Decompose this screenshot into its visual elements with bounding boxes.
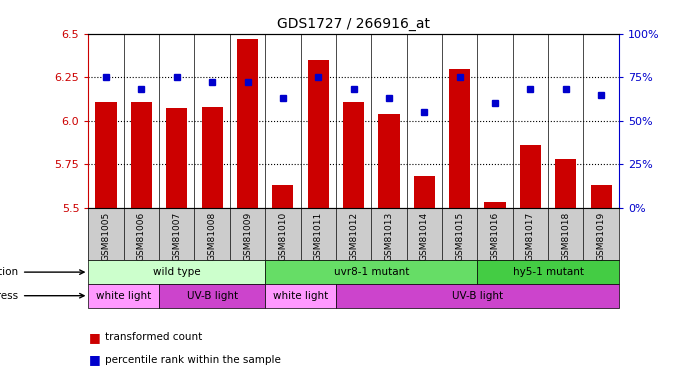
Text: GSM81013: GSM81013 xyxy=(384,212,394,261)
Text: GSM81007: GSM81007 xyxy=(172,212,182,261)
Text: wild type: wild type xyxy=(153,267,201,277)
Text: genotype/variation: genotype/variation xyxy=(0,267,84,277)
Bar xyxy=(378,114,400,207)
Bar xyxy=(159,284,265,308)
Bar xyxy=(484,202,506,207)
Bar xyxy=(590,185,612,207)
Text: transformed count: transformed count xyxy=(105,333,203,342)
Title: GDS1727 / 266916_at: GDS1727 / 266916_at xyxy=(277,17,430,32)
Bar xyxy=(166,108,188,207)
Text: stress: stress xyxy=(0,291,84,301)
Text: uvr8-1 mutant: uvr8-1 mutant xyxy=(334,267,409,277)
Text: hy5-1 mutant: hy5-1 mutant xyxy=(513,267,583,277)
Bar xyxy=(336,284,619,308)
Text: UV-B light: UV-B light xyxy=(186,291,238,301)
Text: UV-B light: UV-B light xyxy=(452,291,503,301)
Bar xyxy=(477,260,619,284)
Bar xyxy=(265,284,336,308)
Bar xyxy=(343,102,364,207)
Bar xyxy=(413,176,435,207)
Bar xyxy=(555,159,577,207)
Text: ■: ■ xyxy=(88,331,100,344)
Bar xyxy=(131,102,152,207)
Bar xyxy=(88,260,265,284)
Bar xyxy=(265,260,477,284)
Bar xyxy=(95,102,117,207)
Text: percentile rank within the sample: percentile rank within the sample xyxy=(105,355,282,365)
Text: GSM81006: GSM81006 xyxy=(137,212,146,261)
Text: GSM81008: GSM81008 xyxy=(207,212,217,261)
Text: GSM81019: GSM81019 xyxy=(596,212,606,261)
Text: GSM81018: GSM81018 xyxy=(561,212,571,261)
Text: GSM81005: GSM81005 xyxy=(101,212,111,261)
Text: ■: ■ xyxy=(88,354,100,366)
Text: GSM81014: GSM81014 xyxy=(420,212,429,261)
Text: white light: white light xyxy=(273,291,328,301)
Text: GSM81016: GSM81016 xyxy=(490,212,500,261)
Bar xyxy=(272,185,294,207)
Text: GSM81011: GSM81011 xyxy=(313,212,323,261)
Bar xyxy=(201,107,223,207)
Text: white light: white light xyxy=(96,291,152,301)
Text: GSM81010: GSM81010 xyxy=(278,212,288,261)
Text: GSM81009: GSM81009 xyxy=(243,212,252,261)
Bar xyxy=(449,69,471,207)
Bar xyxy=(237,39,258,207)
Bar xyxy=(520,145,541,207)
Text: GSM81012: GSM81012 xyxy=(349,212,358,261)
Bar xyxy=(88,284,159,308)
Text: GSM81015: GSM81015 xyxy=(455,212,464,261)
Text: GSM81017: GSM81017 xyxy=(526,212,535,261)
Bar xyxy=(307,60,329,207)
